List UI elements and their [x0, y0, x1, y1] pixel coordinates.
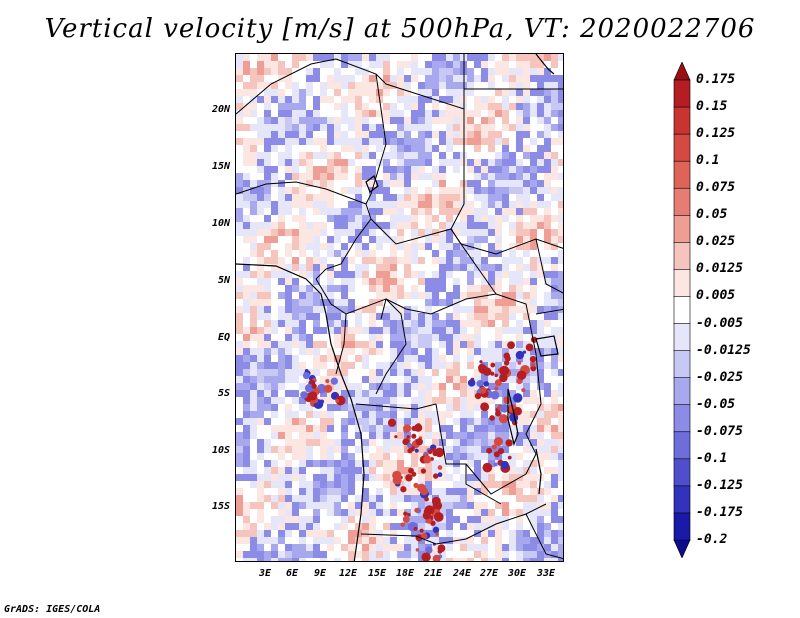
colorbar-swatch — [673, 242, 691, 271]
colorbar-swatch — [673, 485, 691, 514]
border-ethiopia-kenya — [535, 238, 563, 294]
colorbar-label: 0.175 — [696, 72, 736, 87]
colorbar-swatch — [673, 106, 691, 135]
border-zambia-south — [465, 503, 547, 540]
border-uganda — [535, 308, 563, 315]
lon-label: 27E — [479, 568, 499, 579]
border-angola-namibia — [360, 533, 467, 545]
colorbar-swatch — [673, 187, 691, 217]
lon-label: 9E — [313, 568, 327, 579]
colorbar-label: -0.005 — [696, 315, 743, 331]
colorbar-swatch — [673, 377, 691, 406]
colorbar-label: 0.1 — [696, 153, 720, 169]
border-drc-zambia — [465, 453, 537, 495]
coastline — [236, 54, 555, 561]
lon-label: 15E — [367, 568, 387, 579]
lon-label: 33E — [536, 568, 556, 579]
border-congo-drc — [375, 298, 407, 395]
lat-label: 10N — [211, 218, 230, 229]
lakes — [365, 175, 559, 495]
colorbar-label: 0.0125 — [696, 261, 743, 277]
border-drc-east — [495, 293, 542, 455]
border-nigeria-cameroon — [315, 203, 372, 280]
colorbar-label: 0.005 — [696, 288, 736, 304]
lon-label: 30E — [507, 568, 527, 579]
lat-label: 15N — [211, 161, 230, 172]
lon-label: 18E — [395, 568, 415, 579]
plot-title: Vertical velocity [m/s] at 500hPa, VT: 2… — [44, 14, 756, 44]
colorbar-swatch — [673, 539, 691, 558]
grads-credit: GrADS: IGES/COLA — [4, 604, 101, 615]
colorbar-swatch — [673, 62, 691, 81]
lon-label: 6E — [285, 568, 299, 579]
colorbar-swatch — [673, 431, 691, 460]
lat-label: 10S — [211, 445, 230, 456]
vertical-velocity-field — [236, 54, 563, 561]
colorbar-swatch — [673, 214, 691, 244]
colorbar-label: -0.0125 — [696, 342, 751, 358]
colorbar-swatch — [673, 404, 691, 433]
map-panel — [235, 53, 564, 562]
lat-label: 5N — [217, 275, 230, 286]
colorbar-swatch — [673, 323, 691, 352]
colorbar-swatch — [673, 512, 691, 541]
colorbar-label: 0.075 — [696, 180, 736, 196]
lon-label: 12E — [338, 568, 358, 579]
border-south-sudan — [460, 238, 563, 255]
colorbar-label: -0.05 — [696, 396, 736, 412]
coast-red-sea — [535, 54, 555, 75]
lake-victoria — [535, 335, 559, 357]
border-libya-egypt — [335, 54, 465, 110]
colorbar-label: 0.125 — [696, 126, 736, 142]
colorbar-swatch — [673, 133, 691, 162]
colorbar-swatch — [673, 160, 691, 190]
colorbar-label: 0.025 — [696, 234, 736, 250]
border-zimbabwe — [525, 513, 563, 559]
colorbar-label: -0.175 — [696, 504, 743, 520]
colorbar-label: 0.05 — [696, 207, 728, 223]
colorbar-swatch — [673, 350, 691, 379]
lon-label: 3E — [258, 568, 272, 579]
colorbar-swatch — [673, 458, 691, 487]
border-libya-niger-chad — [236, 58, 337, 115]
colorbar-swatch — [673, 79, 691, 108]
colorbar-label: -0.125 — [696, 477, 743, 493]
lon-label: 24E — [452, 568, 472, 579]
lake-tanganyika — [507, 388, 519, 446]
border-gabon-congo — [335, 313, 347, 375]
coast-gulf-of-guinea — [236, 263, 365, 561]
colorbar-label: 0.15 — [696, 99, 728, 115]
lat-label: 5S — [217, 388, 230, 399]
lat-label: 15S — [211, 501, 230, 512]
lake-chad — [365, 175, 379, 193]
colorbar-label: -0.075 — [696, 423, 743, 439]
border-angola-north — [355, 403, 437, 410]
colorbar-label: -0.025 — [696, 369, 743, 385]
border-niger-nigeria — [236, 181, 367, 205]
lat-label: EQ — [217, 332, 230, 343]
colorbar-label: -0.2 — [696, 532, 728, 547]
lat-label: 20N — [211, 104, 230, 115]
lon-label: 21E — [423, 568, 443, 579]
colorbar-swatch — [673, 269, 691, 298]
lake-malawi — [535, 448, 542, 495]
velocity-shading — [236, 54, 563, 561]
country-borders — [236, 54, 563, 559]
colorbar-label: -0.1 — [696, 450, 728, 466]
colorbar — [673, 62, 691, 558]
colorbar-swatch — [673, 296, 691, 325]
border-niger-chad — [365, 73, 387, 205]
